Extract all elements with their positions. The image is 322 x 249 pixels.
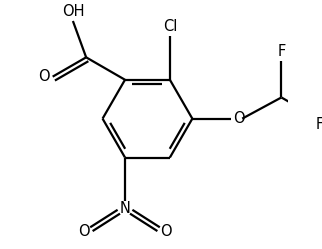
Text: O: O (39, 69, 50, 84)
Text: N: N (119, 201, 130, 216)
Text: O: O (160, 224, 172, 239)
Text: O: O (79, 224, 90, 239)
Text: F: F (315, 117, 322, 132)
Text: OH: OH (62, 3, 84, 18)
Text: F: F (277, 44, 286, 59)
Text: Cl: Cl (163, 19, 177, 34)
Text: O: O (233, 111, 245, 126)
